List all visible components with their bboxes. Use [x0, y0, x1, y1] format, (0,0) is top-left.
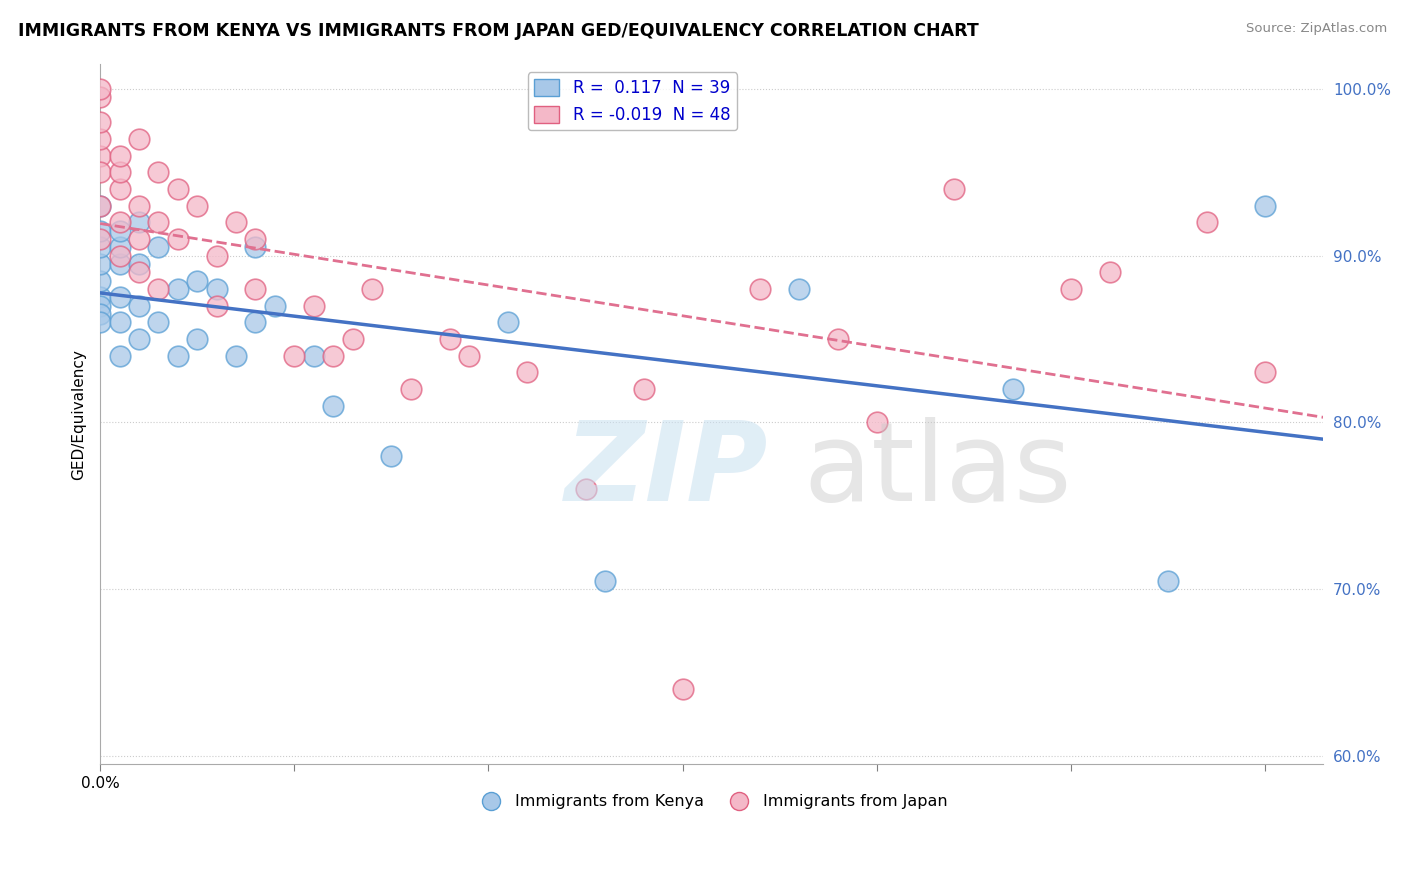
- Point: [1060, 282, 1083, 296]
- Point: [205, 299, 228, 313]
- Point: [108, 149, 131, 163]
- Point: [1157, 574, 1180, 588]
- Point: [593, 574, 616, 588]
- Point: [263, 299, 285, 313]
- Point: [166, 182, 188, 196]
- Point: [148, 240, 170, 254]
- Point: [302, 349, 325, 363]
- Point: [89, 199, 111, 213]
- Point: [89, 149, 111, 163]
- Point: [89, 199, 111, 213]
- Text: atlas: atlas: [803, 417, 1071, 524]
- Point: [128, 265, 150, 279]
- Point: [108, 165, 131, 179]
- Point: [128, 199, 150, 213]
- Point: [866, 416, 889, 430]
- Text: Source: ZipAtlas.com: Source: ZipAtlas.com: [1247, 22, 1388, 36]
- Point: [89, 224, 111, 238]
- Point: [1254, 366, 1277, 380]
- Point: [108, 224, 131, 238]
- Point: [245, 240, 267, 254]
- Legend: Immigrants from Kenya, Immigrants from Japan: Immigrants from Kenya, Immigrants from J…: [470, 788, 955, 815]
- Point: [1001, 382, 1024, 396]
- Point: [89, 115, 111, 129]
- Text: IMMIGRANTS FROM KENYA VS IMMIGRANTS FROM JAPAN GED/EQUIVALENCY CORRELATION CHART: IMMIGRANTS FROM KENYA VS IMMIGRANTS FROM…: [18, 22, 979, 40]
- Point: [787, 282, 810, 296]
- Point: [1098, 265, 1121, 279]
- Point: [633, 382, 655, 396]
- Point: [108, 257, 131, 271]
- Point: [148, 165, 170, 179]
- Point: [89, 274, 111, 288]
- Point: [943, 182, 966, 196]
- Point: [108, 215, 131, 229]
- Point: [148, 215, 170, 229]
- Point: [89, 82, 111, 96]
- Point: [458, 349, 481, 363]
- Point: [827, 332, 849, 346]
- Point: [108, 290, 131, 304]
- Point: [186, 332, 208, 346]
- Point: [128, 332, 150, 346]
- Point: [89, 315, 111, 329]
- Point: [186, 199, 208, 213]
- Point: [186, 274, 208, 288]
- Point: [205, 249, 228, 263]
- Point: [749, 282, 772, 296]
- Point: [128, 215, 150, 229]
- Point: [108, 315, 131, 329]
- Point: [439, 332, 461, 346]
- Point: [89, 232, 111, 246]
- Point: [166, 282, 188, 296]
- Point: [166, 232, 188, 246]
- Point: [245, 315, 267, 329]
- Y-axis label: GED/Equivalency: GED/Equivalency: [72, 349, 86, 480]
- Point: [380, 449, 402, 463]
- Point: [166, 349, 188, 363]
- Point: [148, 282, 170, 296]
- Point: [128, 132, 150, 146]
- Point: [89, 307, 111, 321]
- Point: [89, 290, 111, 304]
- Point: [108, 240, 131, 254]
- Point: [89, 240, 111, 254]
- Point: [322, 349, 344, 363]
- Text: ZIP: ZIP: [565, 417, 769, 524]
- Point: [108, 182, 131, 196]
- Point: [128, 257, 150, 271]
- Point: [89, 257, 111, 271]
- Point: [89, 299, 111, 313]
- Point: [361, 282, 384, 296]
- Point: [399, 382, 422, 396]
- Point: [1254, 199, 1277, 213]
- Point: [245, 232, 267, 246]
- Point: [516, 366, 538, 380]
- Point: [1195, 215, 1218, 229]
- Point: [671, 682, 693, 697]
- Point: [574, 482, 596, 496]
- Point: [89, 165, 111, 179]
- Point: [342, 332, 364, 346]
- Point: [148, 315, 170, 329]
- Point: [89, 90, 111, 104]
- Point: [225, 349, 247, 363]
- Point: [89, 132, 111, 146]
- Point: [496, 315, 519, 329]
- Point: [128, 299, 150, 313]
- Point: [108, 249, 131, 263]
- Point: [128, 232, 150, 246]
- Point: [108, 349, 131, 363]
- Point: [205, 282, 228, 296]
- Point: [322, 399, 344, 413]
- Point: [302, 299, 325, 313]
- Point: [245, 282, 267, 296]
- Point: [283, 349, 305, 363]
- Point: [225, 215, 247, 229]
